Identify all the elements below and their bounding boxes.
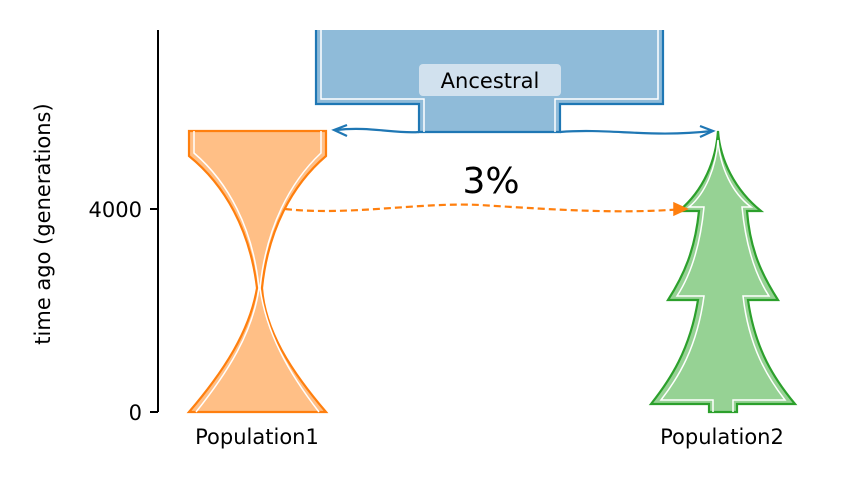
y-tick-label-0: 0 [129, 401, 142, 425]
y-axis: 0 4000 time ago (generations) [31, 30, 159, 425]
branch-arrowhead-population1 [331, 123, 348, 137]
migration-arrow-line [284, 203, 685, 213]
migration: 3% [284, 161, 689, 217]
migration-rate-label: 3% [462, 161, 519, 202]
deme-ancestral: Ancestral [314, 30, 665, 134]
ancestral-label-box [419, 64, 561, 96]
deme-population2: Population2 [648, 130, 798, 449]
ancestry-branches [331, 123, 716, 138]
population1-label: Population1 [195, 425, 319, 449]
population2-shape [648, 130, 798, 414]
population2-inner-outline [659, 139, 787, 412]
branch-arrowhead-population2 [699, 124, 716, 138]
population2-label: Population2 [660, 425, 784, 449]
y-axis-label: time ago (generations) [31, 103, 55, 344]
ancestral-inner-outline [320, 30, 659, 132]
y-tick-label-4000: 4000 [89, 198, 142, 222]
ancestral-label: Ancestral [441, 69, 540, 93]
branch-to-population1 [335, 127, 420, 134]
migration-arrowhead [673, 201, 689, 217]
population1-inner-outline [193, 131, 322, 413]
branch-to-population2 [559, 129, 713, 135]
deme-population1: Population1 [186, 129, 329, 449]
